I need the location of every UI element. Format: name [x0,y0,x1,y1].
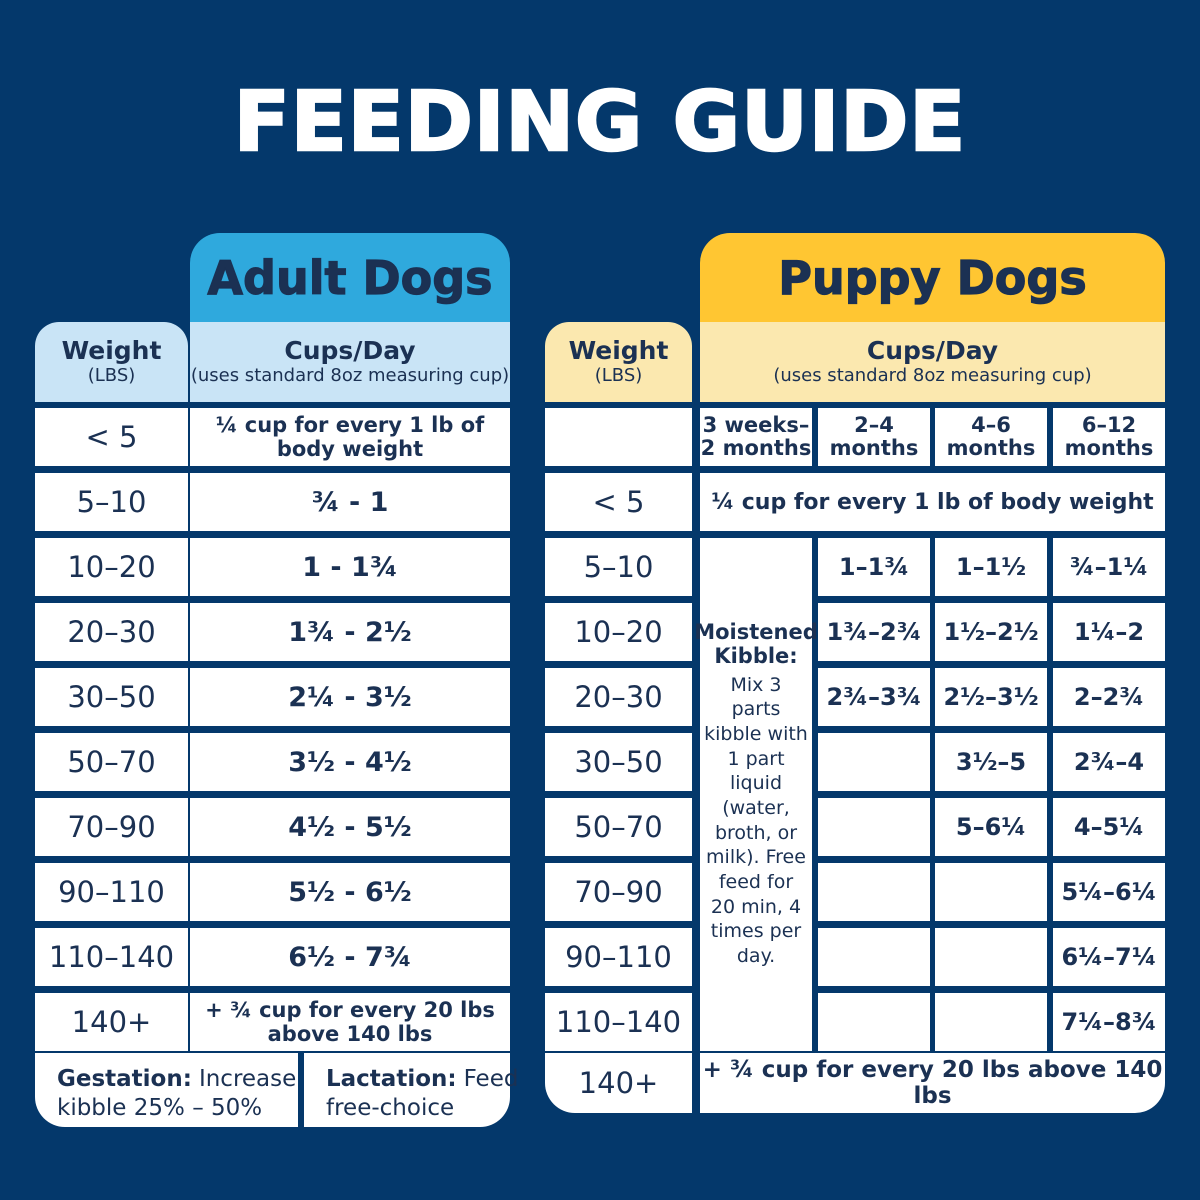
puppy-weight-header-title: Weight [568,336,669,366]
puppy-row-weight-140plus: 140+ [545,1053,692,1113]
puppy-row-weight: 70–90 [545,863,692,921]
adult-cups-header: Cups/Day (uses standard 8oz measuring cu… [190,322,510,402]
puppy-row-weight: 30–50 [545,733,692,791]
adult-row-weight: 20–30 [35,603,188,661]
adult-row-weight: 10–20 [35,538,188,596]
puppy-cell: 2¾–3¾ [818,668,930,726]
age-column-3weeks-2months: 3 weeks– 2 months [700,408,812,466]
puppy-age-header-blank [545,408,692,466]
puppy-row-weight: 20–30 [545,668,692,726]
adult-row-weight: 50–70 [35,733,188,791]
puppy-cell [818,733,930,791]
adult-weight-header-sub: (LBS) [87,365,136,387]
adult-row-cups: + ¾ cup for every 20 lbs above 140 lbs [190,993,510,1051]
adult-table-body: Gestation: Increase kibble 25% – 50% Lact… [35,408,518,1127]
puppy-cell [935,993,1047,1051]
adult-weight-header: Weight (LBS) [35,322,188,402]
puppy-cell: 1–1½ [935,538,1047,596]
adult-row-cups: ¾ - 1 [190,473,510,531]
adult-row-cups: 5½ - 6½ [190,863,510,921]
adult-row-weight: 110–140 [35,928,188,986]
adult-row-cups: 4½ - 5½ [190,798,510,856]
adult-row-cups: 6½ - 7¾ [190,928,510,986]
adult-row-weight: 140+ [35,993,188,1051]
puppy-cell: 5¼–6¼ [1053,863,1165,921]
adult-cups-header-sub: (uses standard 8oz measuring cup) [190,365,510,387]
adult-row-weight: < 5 [35,408,188,466]
adult-row-cups: 1 - 1¾ [190,538,510,596]
puppy-cell [935,928,1047,986]
puppy-row-weight: 110–140 [545,993,692,1051]
puppy-cell: 5–6¼ [935,798,1047,856]
lactation-label: Lactation: [326,1066,457,1092]
adult-dogs-tab-label: Adult Dogs [207,250,493,305]
puppy-row-weight-under5: < 5 [545,473,692,531]
adult-row-weight: 30–50 [35,668,188,726]
gestation-text: Increase kibble 25% – 50% [57,1066,297,1122]
puppy-cell: 1¾–2¾ [818,603,930,661]
moistened-kibble-title: Moistened Kibble: [694,620,818,669]
adult-cups-header-title: Cups/Day [284,336,416,366]
puppy-under5-span-cell: ¼ cup for every 1 lb of body weight [700,473,1165,531]
adult-dogs-tab: Adult Dogs [190,233,510,322]
puppy-cell [818,993,930,1051]
puppy-cell: 3½–5 [935,733,1047,791]
puppy-weight-header-sub: (LBS) [594,365,643,387]
puppy-row-weight: 90–110 [545,928,692,986]
age-column-6-12-months: 6–12 months [1053,408,1165,466]
puppy-cell: 1–1¾ [818,538,930,596]
adult-row-weight: 5–10 [35,473,188,531]
puppy-cell: 2–2¾ [1053,668,1165,726]
puppy-dogs-tab: Puppy Dogs [700,233,1165,322]
puppy-cell: 4–5¼ [1053,798,1165,856]
puppy-cell: 1¼–2 [1053,603,1165,661]
age-column-4-6-months: 4–6 months [935,408,1047,466]
puppy-row-weight: 5–10 [545,538,692,596]
puppy-row-weight: 50–70 [545,798,692,856]
puppy-cups-header-sub: (uses standard 8oz measuring cup) [773,365,1092,387]
puppy-140plus-span-cell: + ¾ cup for every 20 lbs above 140 lbs [700,1053,1165,1113]
adult-row-cups: 2¼ - 3½ [190,668,510,726]
page-title: FEEDING GUIDE [232,73,967,171]
puppy-table-body: 3 weeks– 2 months 2–4 months 4–6 months … [545,408,1165,1113]
adult-row-cups: 3½ - 4½ [190,733,510,791]
puppy-cell [818,798,930,856]
gestation-label: Gestation: [57,1066,192,1092]
puppy-cell: 2½–3½ [935,668,1047,726]
age-column-2-4-months: 2–4 months [818,408,930,466]
puppy-row-weight: 10–20 [545,603,692,661]
puppy-cell [935,863,1047,921]
puppy-cell: 1½–2½ [935,603,1047,661]
adult-weight-header-title: Weight [61,336,162,366]
puppy-weight-header: Weight (LBS) [545,322,692,402]
puppy-cups-header-title: Cups/Day [866,336,999,366]
puppy-cell: ¾–1¼ [1053,538,1165,596]
puppy-cell [818,863,930,921]
puppy-cell [818,928,930,986]
adult-row-cups: ¼ cup for every 1 lb of body weight [190,408,510,466]
puppy-cell: 6¼–7¼ [1053,928,1165,986]
puppy-cups-header: Cups/Day (uses standard 8oz measuring cu… [700,322,1165,402]
adult-row-weight: 70–90 [35,798,188,856]
lactation-text: Feed free-choice [326,1066,519,1122]
gestation-note: Gestation: Increase kibble 25% – 50% [35,1053,298,1127]
lactation-note: Lactation: Feed free-choice [304,1053,518,1127]
puppy-cell: 2¾–4 [1053,733,1165,791]
puppy-dogs-tab-label: Puppy Dogs [778,250,1088,305]
moistened-kibble-note: Moistened Kibble: Mix 3 parts kibble wit… [694,538,818,1051]
adult-row-cups: 1¾ - 2½ [190,603,510,661]
adult-row-weight: 90–110 [35,863,188,921]
moistened-kibble-body: Mix 3 parts kibble with 1 part liquid (w… [704,673,808,968]
puppy-cell: 7¼–8¾ [1053,993,1165,1051]
